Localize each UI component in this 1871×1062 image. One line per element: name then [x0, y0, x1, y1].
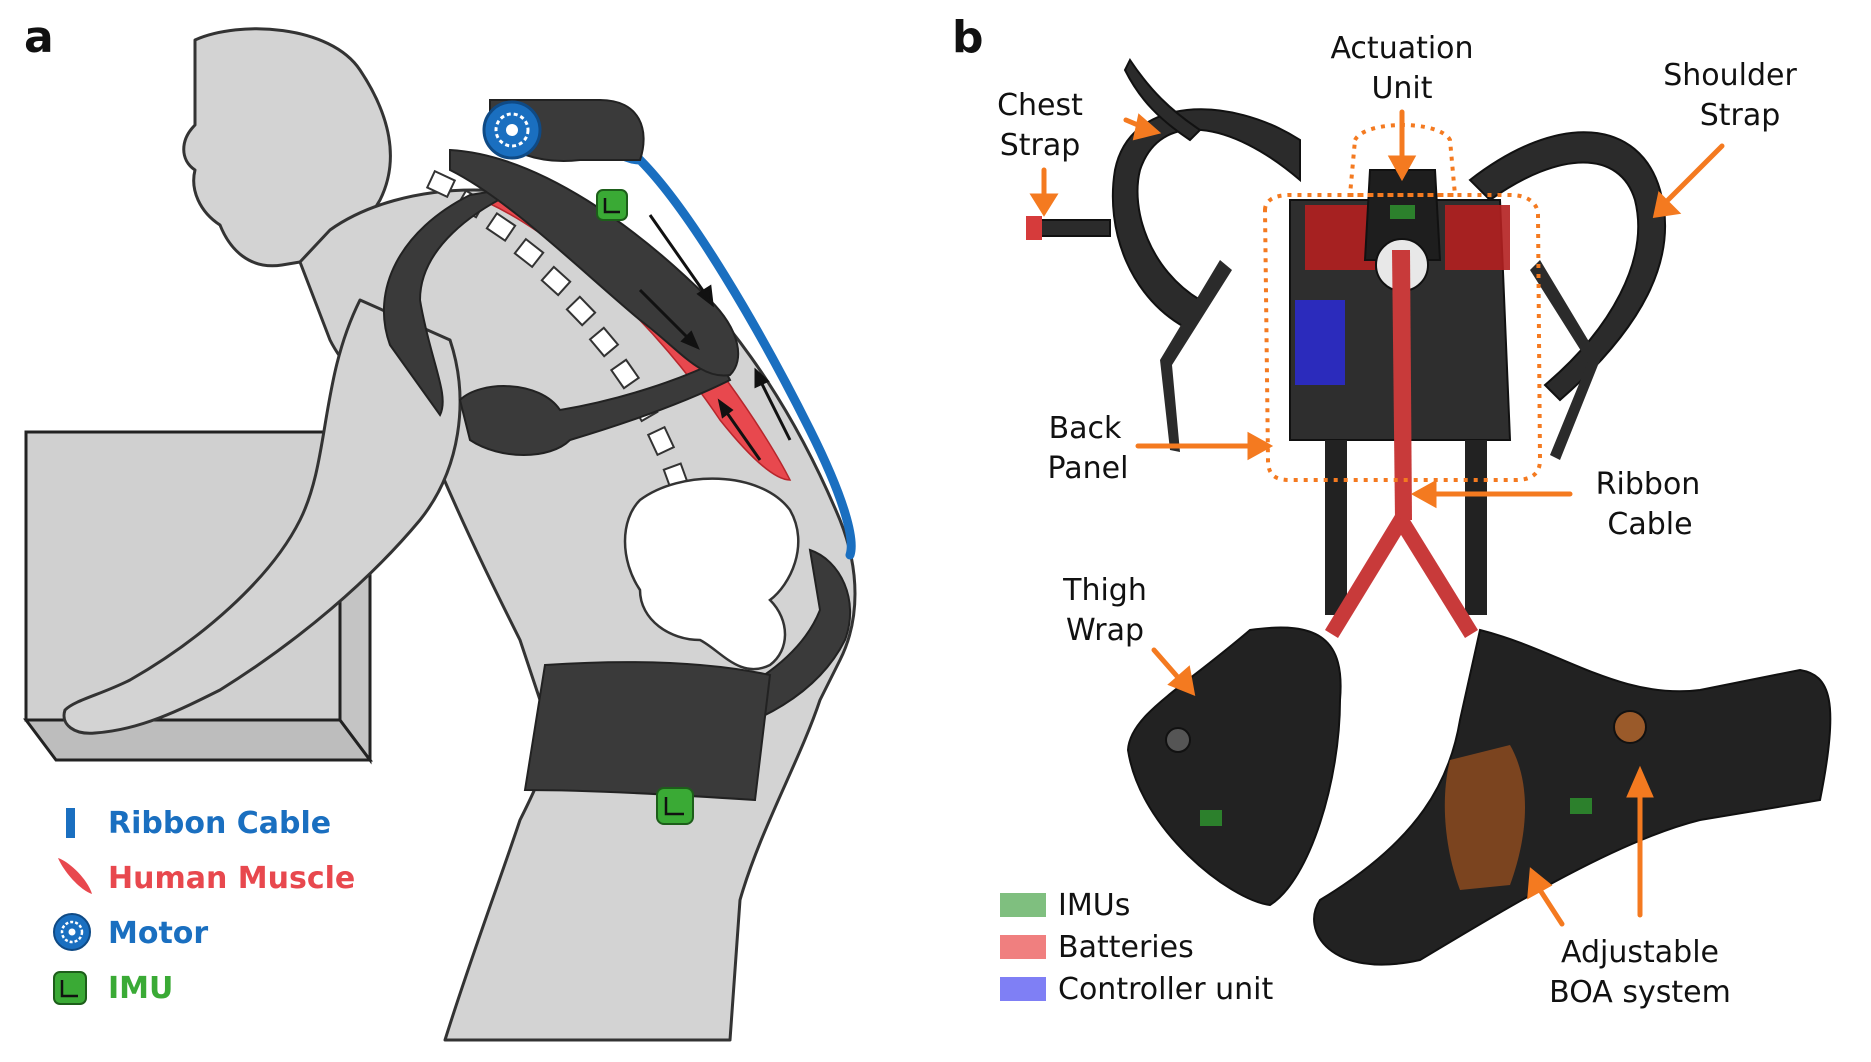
label-ribbon-cable-line2: Cable — [1607, 507, 1692, 542]
label-chest-strap-line2: Strap — [1000, 128, 1081, 163]
label-actuation-unit-line1: Actuation — [1330, 31, 1473, 66]
panel-b: b — [952, 12, 1832, 1010]
thigh-wrap — [523, 661, 772, 802]
label-ribbon-cable-line1: Ribbon — [1596, 467, 1701, 502]
label-thigh-wrap-line1: Thigh — [1062, 573, 1147, 608]
motor-legend-icon — [53, 913, 91, 951]
label-adjustable-boa-line1: Adjustable — [1561, 935, 1719, 970]
panel-b-letter: b — [952, 12, 984, 63]
callout-arrows — [1029, 109, 1725, 927]
label-shoulder-strap-line2: Strap — [1700, 98, 1781, 133]
label-actuation-unit-line2: Unit — [1371, 71, 1432, 106]
label-shoulder-strap-line1: Shoulder — [1663, 58, 1797, 93]
controller-unit-swatch — [1000, 977, 1046, 1001]
label-back-panel-line1: Back — [1049, 411, 1122, 446]
imu-icon-thigh — [656, 787, 694, 825]
legend-a-imu: IMU — [108, 971, 173, 1006]
pelvis — [623, 477, 800, 671]
label-chest-strap-line1: Chest — [997, 88, 1083, 123]
legend-b-imus: IMUs — [1058, 888, 1130, 923]
human-muscle-icon — [58, 858, 92, 894]
label-thigh-wrap-line2: Wrap — [1066, 613, 1144, 648]
legend-panel-a: Ribbon Cable Human Muscle Motor IMU — [53, 806, 355, 1006]
legend-b-controller-unit: Controller unit — [1058, 972, 1273, 1007]
legend-a-human-muscle: Human Muscle — [108, 861, 355, 896]
motor-housing — [482, 99, 645, 162]
batteries-swatch — [1000, 935, 1046, 959]
imu-icon-back — [596, 189, 628, 221]
label-adjustable-boa-line2: BOA system — [1549, 975, 1731, 1010]
legend-b-batteries: Batteries — [1058, 930, 1194, 965]
highlight-outlines — [1262, 123, 1543, 482]
panel-a: a — [23, 12, 857, 1042]
cable-arrows — [638, 214, 792, 461]
imus-swatch — [1000, 893, 1046, 917]
legend-panel-b: IMUs Batteries Controller unit — [1000, 888, 1273, 1007]
shoulder-harness — [382, 184, 531, 417]
label-back-panel-line2: Panel — [1048, 451, 1129, 486]
chest-harness — [458, 358, 732, 456]
callout-labels: Actuation Unit Chest Strap Shoulder Stra… — [997, 31, 1797, 1010]
exosuit-photo — [1026, 58, 1832, 966]
ribbon-cable-icon — [66, 808, 75, 838]
imu-legend-icon — [53, 971, 87, 1005]
panel-a-letter: a — [24, 12, 54, 63]
legend-a-ribbon-cable: Ribbon Cable — [108, 806, 331, 841]
legend-a-motor: Motor — [108, 916, 208, 951]
